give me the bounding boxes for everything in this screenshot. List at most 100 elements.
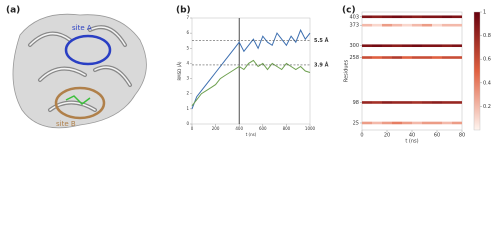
heat-cell [422,23,432,27]
heat-cell [392,56,402,59]
heat-cell [392,121,402,125]
x-tick-label: 80 [459,133,465,139]
heat-cell [392,44,402,48]
heat-cell [382,44,392,48]
site-b-label: site B [56,120,76,128]
y-tick-label: 3 [186,76,189,81]
protein-panel: (a) site A site B [6,6,147,129]
heat-cell [362,56,372,59]
heat-cell [432,121,442,125]
y-tick-label: 7 [186,15,189,20]
y-tick-label: 403 [349,14,359,20]
x-tick-label: 800 [283,126,291,131]
colorbar-tick-label: 0.8 [483,33,491,39]
heat-cell [422,101,432,104]
y-tick-label: 5 [186,45,189,50]
heat-cell [432,44,442,48]
x-axis-label: t (ns) [405,139,418,145]
heat-cell [402,101,412,104]
heat-cell [442,56,452,59]
heat-cell [422,15,432,19]
heat-cell [372,56,382,59]
site-a-circle [64,34,112,66]
colorbar-tick-label: 0.2 [483,104,491,110]
heat-cell [422,121,432,125]
x-tick-label: 0 [191,126,194,131]
heat-cell [412,101,422,104]
heat-cell [402,56,412,59]
heat-cell [422,56,432,59]
heat-cell [402,44,412,48]
heat-cell [372,44,382,48]
heat-cell [362,121,372,125]
reference-label: 3.9 Å [314,61,329,68]
heat-cell [362,101,372,104]
panel-label: (c) [342,6,356,16]
ligand [65,95,91,105]
heat-cell [412,23,422,27]
x-tick-label: 1000 [305,126,316,131]
y-axis-label: RMSD (Å) [177,61,182,80]
protein-helix-highlight [29,26,131,111]
x-tick-label: 400 [235,126,243,131]
heat-cell [412,15,422,19]
y-tick-label: 373 [349,23,359,29]
heat-cell [432,101,442,104]
heat-cell [372,101,382,104]
heat-cell [382,56,392,59]
heat-cell [442,15,452,19]
heat-cell [372,15,382,19]
colorbar-tick-label: 0.4 [483,80,491,86]
colorbar-tick-label: 0.6 [483,57,491,63]
y-tick-label: 258 [349,55,359,61]
panel-label: (b) [176,6,191,16]
heat-cell [452,101,462,104]
colorbar [473,11,481,131]
heat-cell [452,121,462,125]
heat-cell [392,15,402,19]
y-tick-label: 300 [349,43,359,49]
y-tick-label: 98 [353,100,359,106]
heat-cell [402,23,412,27]
x-tick-label: 20 [384,133,390,139]
colorbar-tick-label: 1 [483,10,486,16]
heat-cell [382,121,392,125]
heat-cell [442,44,452,48]
plot-frame [361,11,463,131]
heat-cell [362,15,372,19]
site-a-label: site A [72,24,92,32]
heat-cell [432,15,442,19]
heat-cell [402,121,412,125]
heat-cell [452,15,462,19]
x-tick-label: 0 [360,133,363,139]
heat-cell [392,23,402,27]
x-tick-label: 600 [259,126,267,131]
heat-cell [412,44,422,48]
x-axis-label: t (ns) [246,132,257,137]
heat-cell [382,15,392,19]
heat-cell [422,44,432,48]
series-line [191,28,311,110]
heat-cell [402,15,412,19]
y-tick-label: 2 [186,91,189,96]
y-axis-label: Residues [344,59,350,82]
heat-cell [432,56,442,59]
heat-cell [452,23,462,27]
heat-cell [362,23,372,27]
heat-cell [362,44,372,48]
heat-cell [372,121,382,125]
y-tick-label: 25 [353,120,359,126]
heat-cell [382,23,392,27]
heat-cell [432,23,442,27]
heat-cell [372,23,382,27]
x-tick-label: 60 [434,133,440,139]
plot-frame [191,17,311,125]
heat-cell [412,56,422,59]
y-tick-label: 6 [186,30,189,35]
heat-cell [452,56,462,59]
y-tick-label: 1 [186,106,189,111]
panel-label: (a) [6,6,20,16]
y-tick-label: 4 [186,60,189,65]
heat-cell [442,101,452,104]
